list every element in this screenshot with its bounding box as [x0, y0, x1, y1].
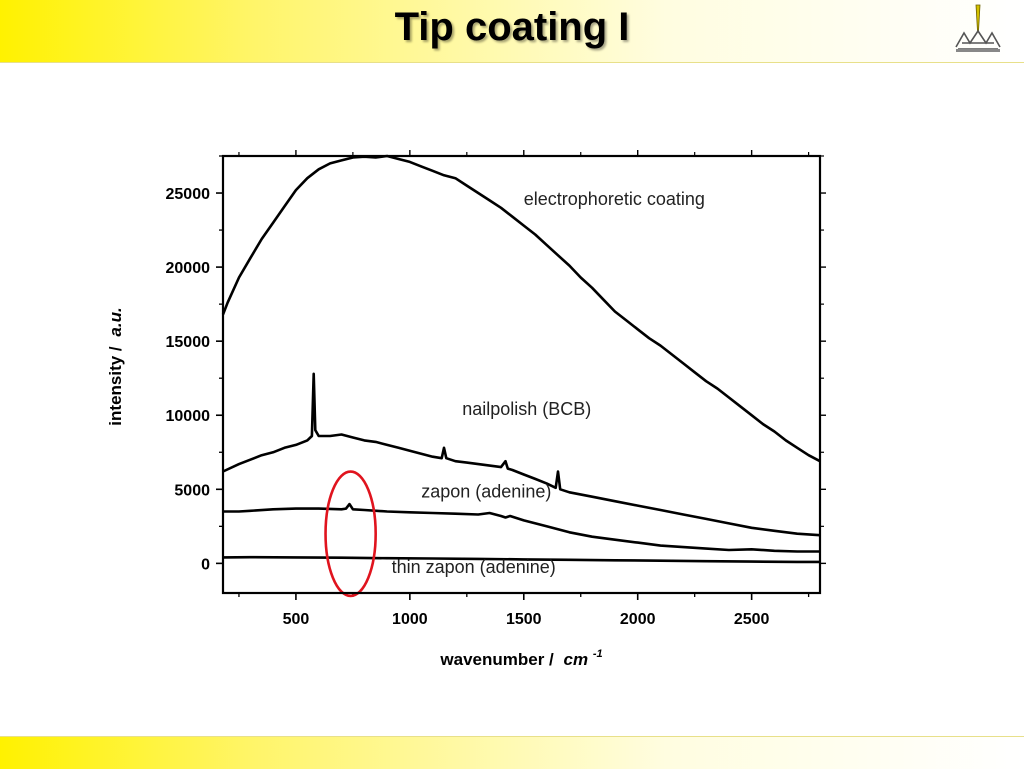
series-line-0: [221, 154, 821, 463]
series-label-2: zapon (adenine): [421, 481, 551, 501]
institute-logo-icon: [955, 4, 1001, 52]
tick-label-group: 500 1000 1500 2000 2500050001000015000200002…: [166, 186, 770, 628]
axis-ticks: [216, 150, 826, 600]
x-axis-title: wavenumber / cm -1: [439, 648, 602, 669]
y-tick-label: 15000: [166, 334, 211, 351]
footer-band: [0, 736, 1024, 769]
plot-frame: [221, 154, 822, 595]
series-group: [221, 154, 821, 564]
highlight-ellipse: [324, 470, 377, 598]
x-axis-unit-exponent: -1: [593, 648, 603, 660]
y-axis-unit: a.u.: [106, 307, 125, 336]
y-axis-title: intensity / a.u.: [106, 307, 125, 425]
y-tick-label: 20000: [166, 260, 211, 277]
y-axis-title-text: intensity /: [106, 346, 125, 426]
series-line-2: [223, 502, 820, 553]
x-tick-label: 1500: [506, 611, 542, 628]
series-label-1: nailpolish (BCB): [462, 399, 591, 419]
y-tick-label: 25000: [166, 186, 211, 203]
y-tick-label: 0: [201, 556, 210, 573]
header-band: [0, 0, 1024, 63]
x-tick-label: 1000: [392, 611, 428, 628]
x-tick-label: 2000: [620, 611, 656, 628]
x-tick-label: 500: [283, 611, 310, 628]
y-tick-label: 5000: [174, 482, 210, 499]
x-axis-unit: cm: [564, 650, 589, 669]
annotation-group: [324, 470, 377, 598]
slide-title: Tip coating I: [394, 5, 630, 49]
series-line-1: [222, 372, 821, 537]
y-tick-label: 10000: [166, 408, 211, 425]
series-label-0: electrophoretic coating: [524, 189, 705, 209]
x-tick-label: 2500: [734, 611, 770, 628]
series-line-3: [222, 555, 820, 564]
series-label-3: thin zapon (adenine): [392, 557, 556, 577]
x-axis-title-text: wavenumber /: [439, 650, 554, 669]
